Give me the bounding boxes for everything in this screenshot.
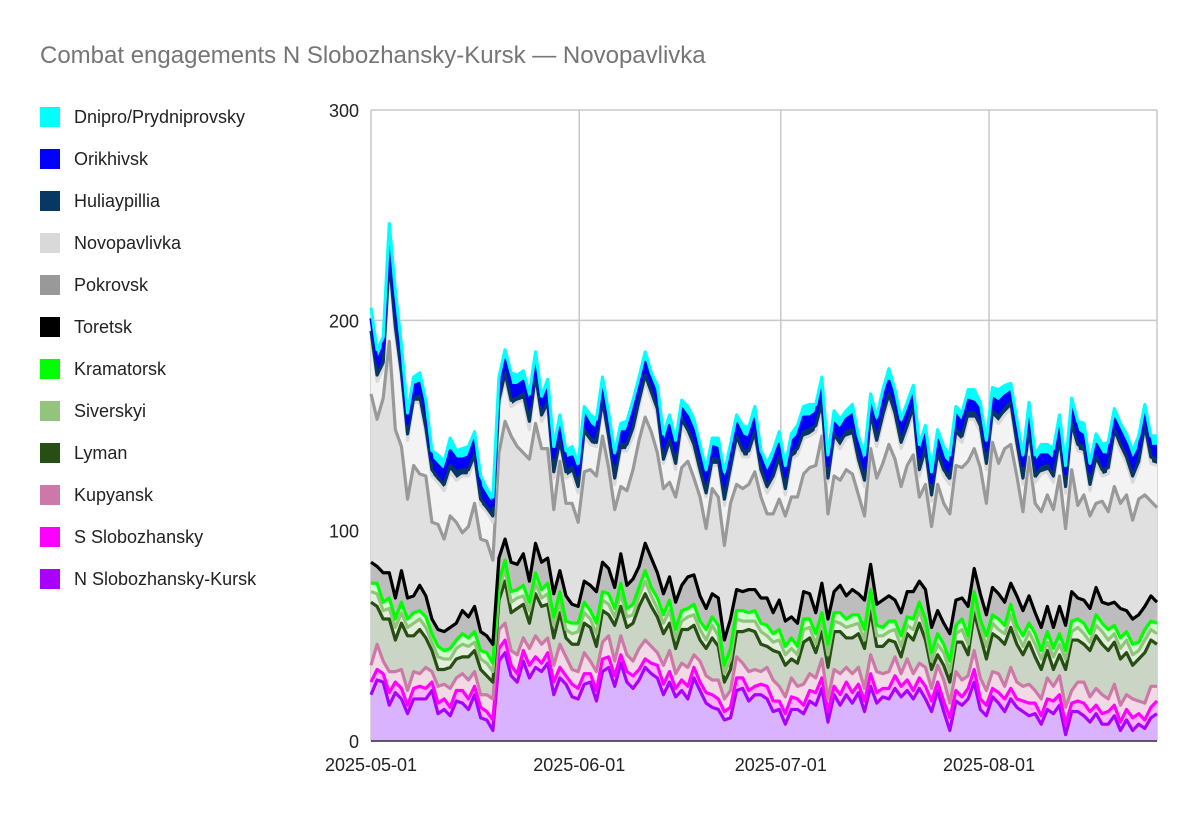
legend-item-dnipro-prydniprovsky: Dnipro/Prydniprovsky bbox=[40, 96, 310, 138]
legend-item-kramatorsk: Kramatorsk bbox=[40, 348, 310, 390]
legend-label: Pokrovsk bbox=[74, 274, 149, 295]
series-lines bbox=[369, 221, 1159, 737]
legend-swatch bbox=[40, 359, 60, 379]
line-huliaypillia bbox=[369, 257, 1158, 518]
line-dnipro-prydniprovsky bbox=[369, 221, 1157, 499]
legend-swatch bbox=[40, 191, 60, 211]
area-novopavlivka bbox=[371, 267, 1157, 561]
legend-swatch bbox=[40, 443, 60, 463]
legend-item-lyman: Lyman bbox=[40, 432, 310, 474]
legend-swatch bbox=[40, 401, 60, 421]
legend-swatch bbox=[40, 233, 60, 253]
legend-label: Lyman bbox=[74, 442, 128, 463]
legend-swatch bbox=[40, 569, 60, 589]
legend-swatch bbox=[40, 149, 60, 169]
line-s-slobozhansky bbox=[369, 638, 1159, 726]
legend-swatch bbox=[40, 527, 60, 547]
area-kupyansk bbox=[371, 623, 1157, 725]
legend-item-n-slobozhansky-kursk: N Slobozhansky-Kursk bbox=[40, 558, 310, 600]
area-pokrovsk bbox=[371, 341, 1157, 645]
line-kramatorsk bbox=[371, 558, 1158, 667]
legend-label: Orikhivsk bbox=[74, 148, 149, 169]
y-tick-label: 0 bbox=[349, 732, 359, 752]
y-tick-label: 300 bbox=[329, 101, 359, 121]
legend-item-novopavlivka: Novopavlivka bbox=[40, 222, 310, 264]
area-toretsk bbox=[371, 539, 1157, 666]
x-tick-label: 2025-05-01 bbox=[325, 755, 417, 775]
x-tick-label: 2025-08-01 bbox=[943, 755, 1035, 775]
legend: Dnipro/Prydniprovsky Orikhivsk Huliaypilli… bbox=[40, 96, 310, 600]
legend-swatch bbox=[40, 275, 60, 295]
legend-swatch bbox=[40, 317, 60, 337]
x-tick-label: 2025-06-01 bbox=[533, 755, 625, 775]
area-s-slobozhansky bbox=[371, 640, 1157, 735]
legend-label: Novopavlivka bbox=[74, 232, 182, 253]
legend-label: S Slobozhansky bbox=[74, 526, 204, 547]
legend-item-pokrovsk: Pokrovsk bbox=[40, 264, 310, 306]
legend-label: Huliaypillia bbox=[74, 190, 161, 211]
legend-item-s-slobozhansky: S Slobozhansky bbox=[40, 516, 310, 558]
legend-item-huliaypillia: Huliaypillia bbox=[40, 180, 310, 222]
legend-label: Kramatorsk bbox=[74, 358, 167, 379]
legend-item-toretsk: Toretsk bbox=[40, 306, 310, 348]
y-tick-label: 200 bbox=[329, 311, 359, 331]
legend-label: Siverskyi bbox=[74, 400, 147, 421]
line-n-slobozhansky-kursk bbox=[369, 651, 1158, 737]
legend-label: N Slobozhansky-Kursk bbox=[74, 568, 257, 589]
line-lyman bbox=[370, 579, 1158, 684]
x-tick-label: 2025-07-01 bbox=[735, 755, 827, 775]
legend-swatch bbox=[40, 107, 60, 127]
line-siverskyi bbox=[370, 566, 1158, 676]
line-toretsk bbox=[370, 537, 1159, 646]
line-pokrovsk bbox=[369, 339, 1159, 562]
legend-swatch bbox=[40, 485, 60, 505]
line-kupyansk bbox=[369, 621, 1157, 709]
y-tick-label: 100 bbox=[329, 522, 359, 542]
legend-label: Dnipro/Prydniprovsky bbox=[74, 106, 246, 127]
area-n-slobozhansky-kursk bbox=[371, 652, 1157, 741]
legend-item-orikhivsk: Orikhivsk bbox=[40, 138, 310, 180]
legend-label: Toretsk bbox=[74, 316, 133, 337]
legend-item-kupyansk: Kupyansk bbox=[40, 474, 310, 516]
chart-title: Combat engagements N Slobozhansky-Kursk … bbox=[40, 42, 706, 69]
legend-item-siverskyi: Siverskyi bbox=[40, 390, 310, 432]
legend-label: Kupyansk bbox=[74, 484, 154, 505]
